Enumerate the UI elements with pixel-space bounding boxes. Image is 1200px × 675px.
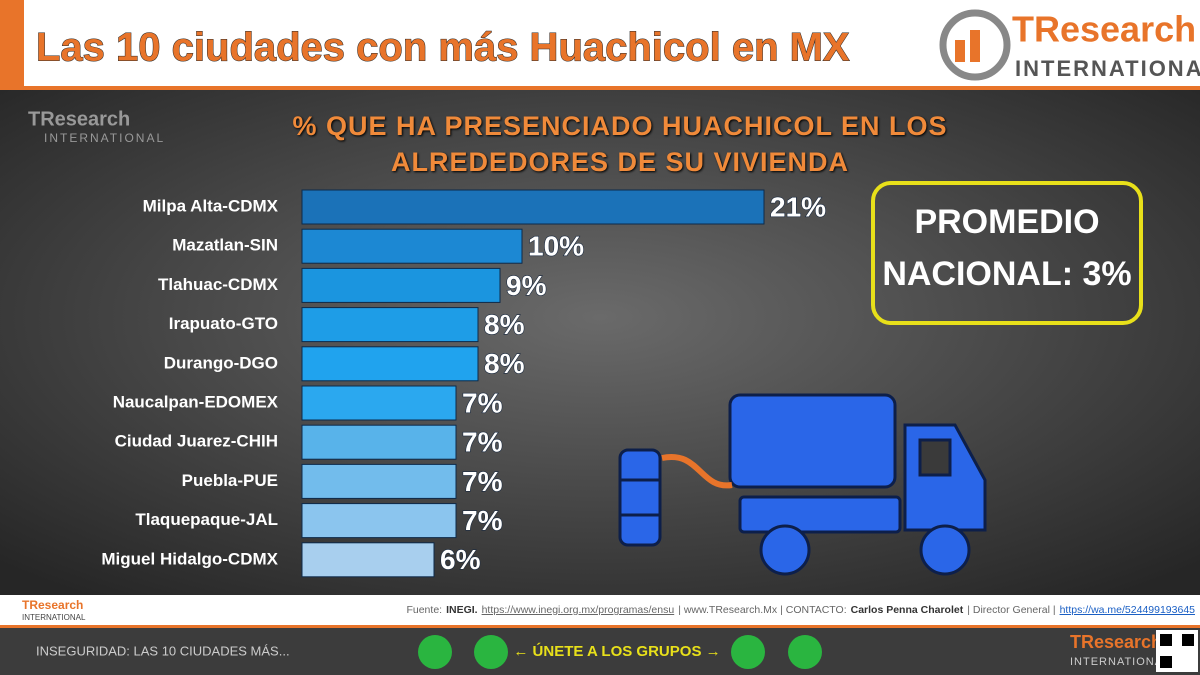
category-label: Mazatlan-SIN (172, 236, 278, 255)
chart-title: % QUE HA PRESENCIADO HUACHICOL EN LOS AL… (292, 111, 948, 177)
category-label: Naucalpan-EDOMEX (113, 392, 279, 411)
watermark-name: TResearch (28, 108, 130, 130)
value-label: 6% (440, 544, 481, 575)
value-label: 10% (528, 231, 584, 262)
logo-name: TResearch (1012, 9, 1196, 50)
bottom-bar (0, 628, 1200, 675)
value-label: 9% (506, 270, 547, 301)
bottom-logo: TResearch (1070, 632, 1162, 652)
value-label: 8% (484, 309, 525, 340)
footer-source: Fuente: INEGI. https://www.inegi.org.mx/pr… (300, 604, 1195, 616)
logo-ring (939, 9, 1011, 81)
bar (301, 503, 457, 539)
bar (301, 228, 523, 264)
source-link[interactable]: https://www.inegi.org.mx/programas/ensu (481, 604, 675, 616)
bar (301, 463, 457, 499)
value-label: 7% (462, 466, 503, 497)
logo-tagline: INTERNATIONAL (1015, 56, 1200, 81)
logo-bar (970, 30, 980, 62)
category-label: Tlaquepaque-JAL (135, 510, 278, 529)
chart-background (0, 90, 1200, 595)
bar (301, 424, 457, 460)
whatsapp-icon[interactable] (731, 635, 765, 669)
bottom-logo-tagline: INTERNATIONAL (1070, 656, 1170, 668)
bar (301, 346, 479, 382)
header-title: Las 10 ciudades con más Huachicol en MX (36, 26, 850, 70)
value-label: 7% (462, 427, 503, 458)
contact-role: | Director General | (967, 604, 1056, 616)
cta[interactable]: ← ÚNETE A LOS GRUPOS → (513, 642, 720, 660)
footer-band (0, 595, 1200, 625)
header-band (0, 0, 1200, 86)
bar (301, 542, 435, 578)
qr-corner (1182, 634, 1194, 646)
value-label: 7% (462, 505, 503, 536)
whatsapp-icon[interactable] (418, 635, 452, 669)
whatsapp-icon[interactable] (788, 635, 822, 669)
bar (301, 189, 765, 225)
header-rule (0, 86, 1200, 90)
category-label: Puebla-PUE (182, 471, 278, 490)
qr-corner (1160, 634, 1172, 646)
bar (301, 307, 479, 343)
category-label: Ciudad Juarez-CHIH (115, 432, 278, 451)
logo-bar (955, 40, 965, 62)
qr-corner (1160, 656, 1172, 668)
bottom-rule (0, 625, 1200, 628)
callout-line: NACIONAL: 3% (882, 255, 1131, 293)
footer-logo: TResearch (22, 598, 83, 612)
bar (301, 267, 501, 303)
contact-link[interactable]: https://wa.me/524499193645 (1059, 604, 1195, 616)
watermark-tagline: INTERNATIONAL (44, 131, 165, 145)
topic: INSEGURIDAD: LAS 10 CIUDADES MÁS... (36, 643, 290, 658)
truck-illustration (618, 393, 987, 576)
source-label: Fuente: (406, 604, 443, 616)
callout-line: PROMEDIO (914, 203, 1099, 241)
value-label: 21% (770, 191, 826, 222)
footer-logo-tagline: INTERNATIONAL (22, 613, 86, 622)
category-label: Milpa Alta-CDMX (143, 196, 279, 215)
contact-name: Carlos Penna Charolet (850, 604, 964, 616)
value-label: 7% (462, 387, 503, 418)
whatsapp-icon[interactable] (474, 635, 508, 669)
callout-box (871, 181, 1143, 325)
category-label: Irapuato-GTO (169, 314, 278, 333)
value-label: 8% (484, 348, 525, 379)
category-label: Miguel Hidalgo-CDMX (101, 549, 278, 568)
bar (301, 385, 457, 421)
header-accent (0, 0, 24, 86)
source-name: INEGI. (446, 604, 478, 616)
source-text: | www.TResearch.Mx | CONTACTO: (678, 604, 847, 616)
category-label: Tlahuac-CDMX (158, 275, 279, 294)
category-label: Durango-DGO (164, 353, 278, 372)
